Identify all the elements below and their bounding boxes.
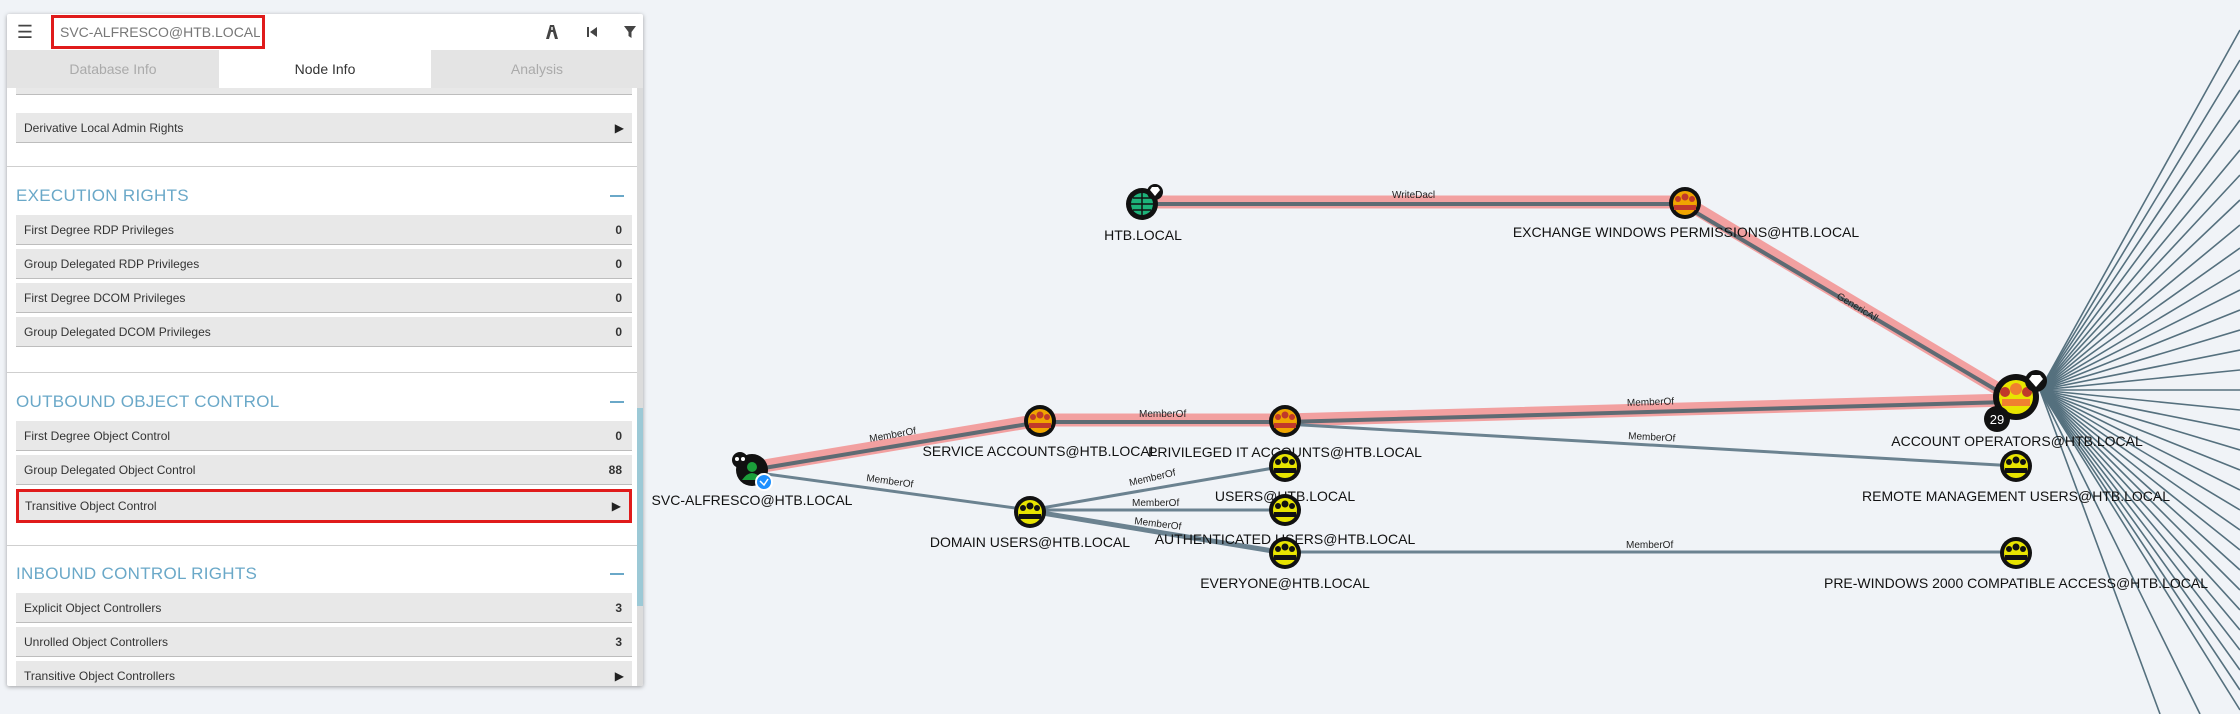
row-value: 0 <box>615 428 622 443</box>
section-title: INBOUND CONTROL RIGHTS <box>16 564 258 583</box>
node-label-account-operators: ACCOUNT OPERATORS@HTB.LOCAL <box>1891 433 2143 449</box>
row-transitive-object-controllers[interactable]: Transitive Object Controllers ▶ <box>16 661 632 686</box>
row-label: First Degree RDP Privileges <box>24 222 174 237</box>
row-value: 0 <box>615 222 622 237</box>
filter-icon[interactable] <box>616 14 643 50</box>
edge-label-memberof-remote: MemberOf <box>1628 431 1676 444</box>
account-operators-count: 29 <box>1990 412 2004 427</box>
node-domain-users[interactable]: DOMAIN USERS@HTB.LOCAL <box>930 496 1130 550</box>
partial-row <box>16 88 632 95</box>
node-label-service-accounts: SERVICE ACCOUNTS@HTB.LOCAL <box>923 443 1158 459</box>
expand-arrow-icon: ▶ <box>611 499 621 513</box>
scrollbar-thumb[interactable] <box>637 408 643 606</box>
row-derivative-local-admin[interactable]: Derivative Local Admin Rights ▶ <box>16 113 632 143</box>
collapse-icon[interactable] <box>610 195 624 197</box>
collapse-icon[interactable] <box>610 401 624 403</box>
tab-analysis[interactable]: Analysis <box>431 50 643 88</box>
row-label: Group Delegated DCOM Privileges <box>24 324 211 339</box>
divider <box>7 166 637 167</box>
node-everyone[interactable]: EVERYONE@HTB.LOCAL <box>1200 537 1370 591</box>
row-first-degree-dcom[interactable]: First Degree DCOM Privileges 0 <box>16 283 632 313</box>
node-info-content: Derivative Local Admin Rights ▶ EXECUTIO… <box>7 88 643 686</box>
row-value: 0 <box>615 290 622 305</box>
path-edges <box>751 202 2010 472</box>
row-label: Unrolled Object Controllers <box>24 634 169 649</box>
edge-label-memberof-service: MemberOf <box>1139 409 1186 420</box>
side-panel: ☰ Database Info Node Info Analysis Deriv… <box>7 14 643 686</box>
section-execution-rights: EXECUTION RIGHTS <box>16 184 632 208</box>
node-label-svc-alfresco: SVC-ALFRESCO@HTB.LOCAL <box>652 492 853 508</box>
expand-arrow-icon: ▶ <box>614 120 624 135</box>
section-inbound-control-rights: INBOUND CONTROL RIGHTS <box>16 562 632 586</box>
edge-label-memberof-priv: MemberOf <box>1627 396 1675 409</box>
row-value: 0 <box>615 256 622 271</box>
edge-label-writedacl: WriteDacl <box>1392 190 1435 201</box>
edge-fan <box>2039 29 2240 714</box>
edge-label-memberof-auth: MemberOf <box>1132 498 1179 509</box>
row-explicit-object-controllers[interactable]: Explicit Object Controllers 3 <box>16 593 632 623</box>
back-icon[interactable] <box>578 14 606 50</box>
row-value: 3 <box>615 634 622 649</box>
search-bar: ☰ <box>7 14 643 50</box>
pathfinding-icon[interactable] <box>538 14 566 50</box>
node-label-remote-management: REMOTE MANAGEMENT USERS@HTB.LOCAL <box>1862 488 2170 504</box>
node-pre-windows-2000[interactable]: PRE-WINDOWS 2000 COMPATIBLE ACCESS@HTB.L… <box>1824 537 2208 591</box>
divider <box>7 372 637 373</box>
scrollbar[interactable] <box>637 88 643 686</box>
node-label-exchange: EXCHANGE WINDOWS PERMISSIONS@HTB.LOCAL <box>1513 224 1860 240</box>
search-box-highlight <box>51 15 265 49</box>
row-value: 88 <box>608 462 622 477</box>
row-label: Transitive Object Control <box>25 499 157 513</box>
row-unrolled-object-controllers[interactable]: Unrolled Object Controllers 3 <box>16 627 632 657</box>
row-first-degree-object-control[interactable]: First Degree Object Control 0 <box>16 421 632 451</box>
section-title: EXECUTION RIGHTS <box>16 186 189 205</box>
node-label-htb-local: HTB.LOCAL <box>1104 227 1182 243</box>
row-label: First Degree DCOM Privileges <box>24 290 186 305</box>
row-group-delegated-dcom[interactable]: Group Delegated DCOM Privileges 0 <box>16 317 632 347</box>
row-group-delegated-rdp[interactable]: Group Delegated RDP Privileges 0 <box>16 249 632 279</box>
row-label: Group Delegated Object Control <box>24 462 196 477</box>
node-account-operators[interactable]: 29 ACCOUNT OPERATORS@HTB.LOCAL <box>1891 370 2143 449</box>
section-outbound-object-control: OUTBOUND OBJECT CONTROL <box>16 390 632 414</box>
row-value: 0 <box>615 324 622 339</box>
row-label: Transitive Object Controllers <box>24 668 175 683</box>
menu-icon[interactable]: ☰ <box>16 21 34 42</box>
tab-bar: Database Info Node Info Analysis <box>7 50 643 88</box>
node-svc-alfresco[interactable]: SVC-ALFRESCO@HTB.LOCAL <box>652 452 853 508</box>
tab-node-info[interactable]: Node Info <box>219 50 431 88</box>
row-label: Explicit Object Controllers <box>24 600 162 615</box>
row-label: Group Delegated RDP Privileges <box>24 256 200 271</box>
section-title: OUTBOUND OBJECT CONTROL <box>16 392 280 411</box>
node-label-domain-users: DOMAIN USERS@HTB.LOCAL <box>930 534 1130 550</box>
tab-database-info[interactable]: Database Info <box>7 50 219 88</box>
divider <box>7 545 637 546</box>
node-htb-local[interactable]: HTB.LOCAL <box>1104 184 1182 243</box>
row-value: 3 <box>615 600 622 615</box>
row-label: First Degree Object Control <box>24 428 171 443</box>
node-remote-management-users[interactable]: REMOTE MANAGEMENT USERS@HTB.LOCAL <box>1862 450 2170 504</box>
collapse-icon[interactable] <box>610 573 624 575</box>
row-transitive-object-control[interactable]: Transitive Object Control ▶ <box>16 489 632 523</box>
row-first-degree-rdp[interactable]: First Degree RDP Privileges 0 <box>16 215 632 245</box>
node-exchange-windows-permissions[interactable]: EXCHANGE WINDOWS PERMISSIONS@HTB.LOCAL <box>1513 187 1860 240</box>
search-input[interactable] <box>54 23 262 41</box>
node-service-accounts[interactable]: SERVICE ACCOUNTS@HTB.LOCAL <box>923 405 1158 459</box>
node-label-pre-windows-2000: PRE-WINDOWS 2000 COMPATIBLE ACCESS@HTB.L… <box>1824 575 2208 591</box>
expand-arrow-icon: ▶ <box>614 668 624 683</box>
member-edges <box>751 422 2017 556</box>
row-group-delegated-object-control[interactable]: Group Delegated Object Control 88 <box>16 455 632 485</box>
row-label: Derivative Local Admin Rights <box>24 120 184 135</box>
node-label-everyone: EVERYONE@HTB.LOCAL <box>1200 575 1370 591</box>
edge-label-memberof-prewin: MemberOf <box>1626 540 1673 551</box>
